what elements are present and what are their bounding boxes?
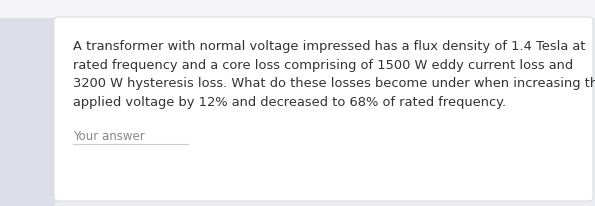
FancyBboxPatch shape [54,17,593,201]
Text: 3200 W hysteresis loss. What do these losses become under when increasing the: 3200 W hysteresis loss. What do these lo… [73,77,595,90]
Text: applied voltage by 12% and decreased to 68% of rated frequency.: applied voltage by 12% and decreased to … [73,96,506,109]
Text: A transformer with normal voltage impressed has a flux density of 1.4 Tesla at: A transformer with normal voltage impres… [73,40,585,53]
Bar [0,18,55,206]
Text: rated frequency and a core loss comprising of 1500 W eddy current loss and: rated frequency and a core loss comprisi… [73,59,573,71]
Text: Your answer: Your answer [73,130,145,143]
Bar [0,0,595,18]
